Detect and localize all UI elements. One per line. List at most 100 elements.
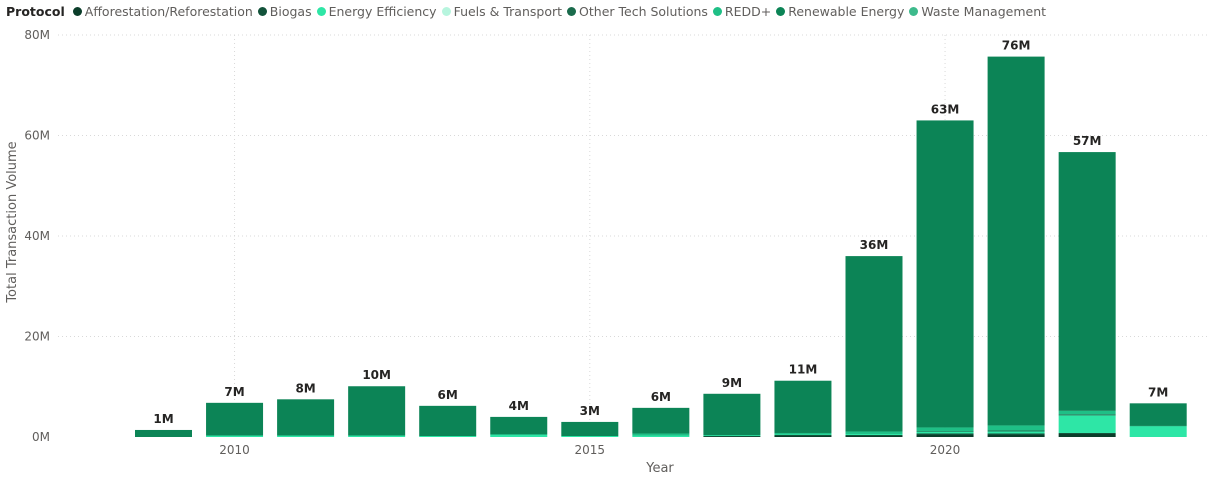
x-tick-label: 2015 bbox=[575, 443, 606, 457]
y-axis-ticks: 0M 20M 40M 60M 80M bbox=[24, 28, 50, 444]
bar-segment[interactable] bbox=[632, 407, 690, 434]
legend-label: Afforestation/Reforestation bbox=[84, 3, 253, 19]
bar-segment[interactable] bbox=[1129, 425, 1187, 427]
bar-segment[interactable] bbox=[348, 435, 406, 437]
x-axis-ticks: 2010 2015 2020 bbox=[219, 443, 960, 457]
legend-swatch bbox=[257, 6, 267, 16]
total-data-label: 8M bbox=[295, 381, 315, 395]
bar-segment[interactable] bbox=[277, 399, 335, 436]
y-tick-label: 0M bbox=[32, 430, 50, 444]
total-data-label: 10M bbox=[362, 368, 391, 382]
legend-swatch bbox=[776, 6, 786, 16]
x-tick-label: 2010 bbox=[219, 443, 250, 457]
bar-segment[interactable] bbox=[632, 435, 690, 437]
bars bbox=[135, 56, 1187, 437]
x-tick-label: 2020 bbox=[930, 443, 961, 457]
legend-item[interactable]: Waste Management bbox=[909, 4, 1046, 19]
total-data-label: 7M bbox=[224, 385, 244, 399]
bar-segment[interactable] bbox=[1129, 403, 1187, 426]
legend-swatch bbox=[712, 6, 722, 16]
bar-segment[interactable] bbox=[419, 405, 477, 436]
y-tick-label: 40M bbox=[24, 229, 50, 243]
legend-item[interactable]: REDD+ bbox=[712, 4, 771, 19]
legend-swatch bbox=[909, 6, 919, 16]
bar-segment[interactable] bbox=[916, 120, 974, 428]
bar-segment[interactable] bbox=[845, 433, 903, 435]
bar-segment[interactable] bbox=[277, 435, 335, 437]
bar-segment[interactable] bbox=[845, 434, 903, 436]
bar-segment[interactable] bbox=[774, 434, 832, 435]
bar-segment[interactable] bbox=[845, 256, 903, 432]
bar-segment[interactable] bbox=[987, 433, 1045, 435]
total-data-label: 3M bbox=[580, 404, 600, 418]
legend-swatch bbox=[72, 6, 82, 16]
bar-segment[interactable] bbox=[632, 433, 690, 436]
legend-swatch bbox=[441, 6, 451, 16]
bar-segment[interactable] bbox=[1058, 410, 1116, 415]
bar-segment[interactable] bbox=[1058, 152, 1116, 411]
bar-segment[interactable] bbox=[845, 431, 903, 434]
bar-segment[interactable] bbox=[987, 56, 1045, 426]
total-data-label: 4M bbox=[509, 399, 529, 413]
bar-segment[interactable] bbox=[419, 435, 477, 437]
bar-segment[interactable] bbox=[135, 429, 192, 437]
bar-segment[interactable] bbox=[1058, 415, 1116, 433]
bar-segment[interactable] bbox=[1058, 432, 1116, 434]
legend-item[interactable]: Other Tech Solutions bbox=[567, 4, 708, 19]
bar-segment[interactable] bbox=[916, 431, 974, 434]
legend-label: Energy Efficiency bbox=[328, 3, 437, 19]
bar-segment[interactable] bbox=[774, 432, 832, 435]
total-data-label: 11M bbox=[789, 363, 818, 377]
y-tick-label: 20M bbox=[24, 330, 50, 344]
y-axis-title: Total Transaction Volume bbox=[5, 141, 20, 303]
y-tick-label: 60M bbox=[24, 129, 50, 143]
bar-segment[interactable] bbox=[987, 425, 1045, 431]
total-data-label: 6M bbox=[651, 390, 671, 404]
legend-item[interactable]: Energy Efficiency bbox=[316, 3, 437, 19]
total-data-label: 36M bbox=[860, 238, 889, 252]
bar-segment[interactable] bbox=[916, 431, 974, 432]
legend: Protocol Afforestation/Reforestation Biog… bbox=[6, 2, 1051, 20]
bar-segment[interactable] bbox=[1058, 433, 1116, 437]
legend-swatch bbox=[567, 6, 577, 16]
bar-segment[interactable] bbox=[703, 434, 761, 436]
bar-segment[interactable] bbox=[916, 434, 974, 437]
legend-label: Fuels & Transport bbox=[453, 3, 563, 19]
total-data-label: 76M bbox=[1002, 39, 1031, 53]
bar-segment[interactable] bbox=[916, 433, 974, 435]
data-labels: 1M 7M 8M 10M 6M 4M 3M 6M 9M 11M 36M 63M 76M 57M 7M bbox=[153, 39, 1168, 426]
bar-segment[interactable] bbox=[1058, 414, 1116, 416]
bar-segment[interactable] bbox=[561, 435, 619, 437]
bar-segment[interactable] bbox=[774, 435, 832, 437]
legend-label: Waste Management bbox=[921, 3, 1047, 19]
legend-title: Protocol bbox=[6, 3, 65, 19]
legend-label: Renewable Energy bbox=[788, 3, 905, 19]
bar-segment[interactable] bbox=[561, 421, 619, 436]
bar-segment[interactable] bbox=[845, 435, 903, 437]
total-data-label: 57M bbox=[1073, 134, 1102, 148]
bar-segment[interactable] bbox=[987, 434, 1045, 437]
bar-segment[interactable] bbox=[490, 434, 548, 437]
legend-label: Biogas bbox=[269, 3, 312, 19]
bar-segment[interactable] bbox=[774, 434, 832, 436]
legend-item[interactable]: Fuels & Transport bbox=[441, 3, 563, 19]
total-data-label: 7M bbox=[1148, 385, 1168, 399]
legend-item[interactable]: Biogas bbox=[257, 3, 312, 19]
bar-segment[interactable] bbox=[703, 393, 761, 435]
legend-items: Afforestation/Reforestation Biogas Energy … bbox=[72, 3, 1051, 19]
bar-segment[interactable] bbox=[703, 435, 761, 437]
bar-segment[interactable] bbox=[703, 435, 761, 436]
y-tick-label: 80M bbox=[24, 28, 50, 42]
bar-segment[interactable] bbox=[490, 416, 548, 435]
bar-segment[interactable] bbox=[987, 430, 1045, 432]
bar-segment[interactable] bbox=[916, 427, 974, 432]
legend-item[interactable]: Renewable Energy bbox=[776, 4, 904, 19]
bar-segment[interactable] bbox=[774, 380, 832, 433]
bar-segment[interactable] bbox=[206, 402, 264, 436]
bar-segment[interactable] bbox=[348, 386, 406, 436]
legend-item[interactable]: Afforestation/Reforestation bbox=[72, 3, 253, 19]
bar-segment[interactable] bbox=[1129, 426, 1187, 437]
bar-segment[interactable] bbox=[987, 431, 1045, 434]
bar-segment[interactable] bbox=[206, 435, 264, 437]
